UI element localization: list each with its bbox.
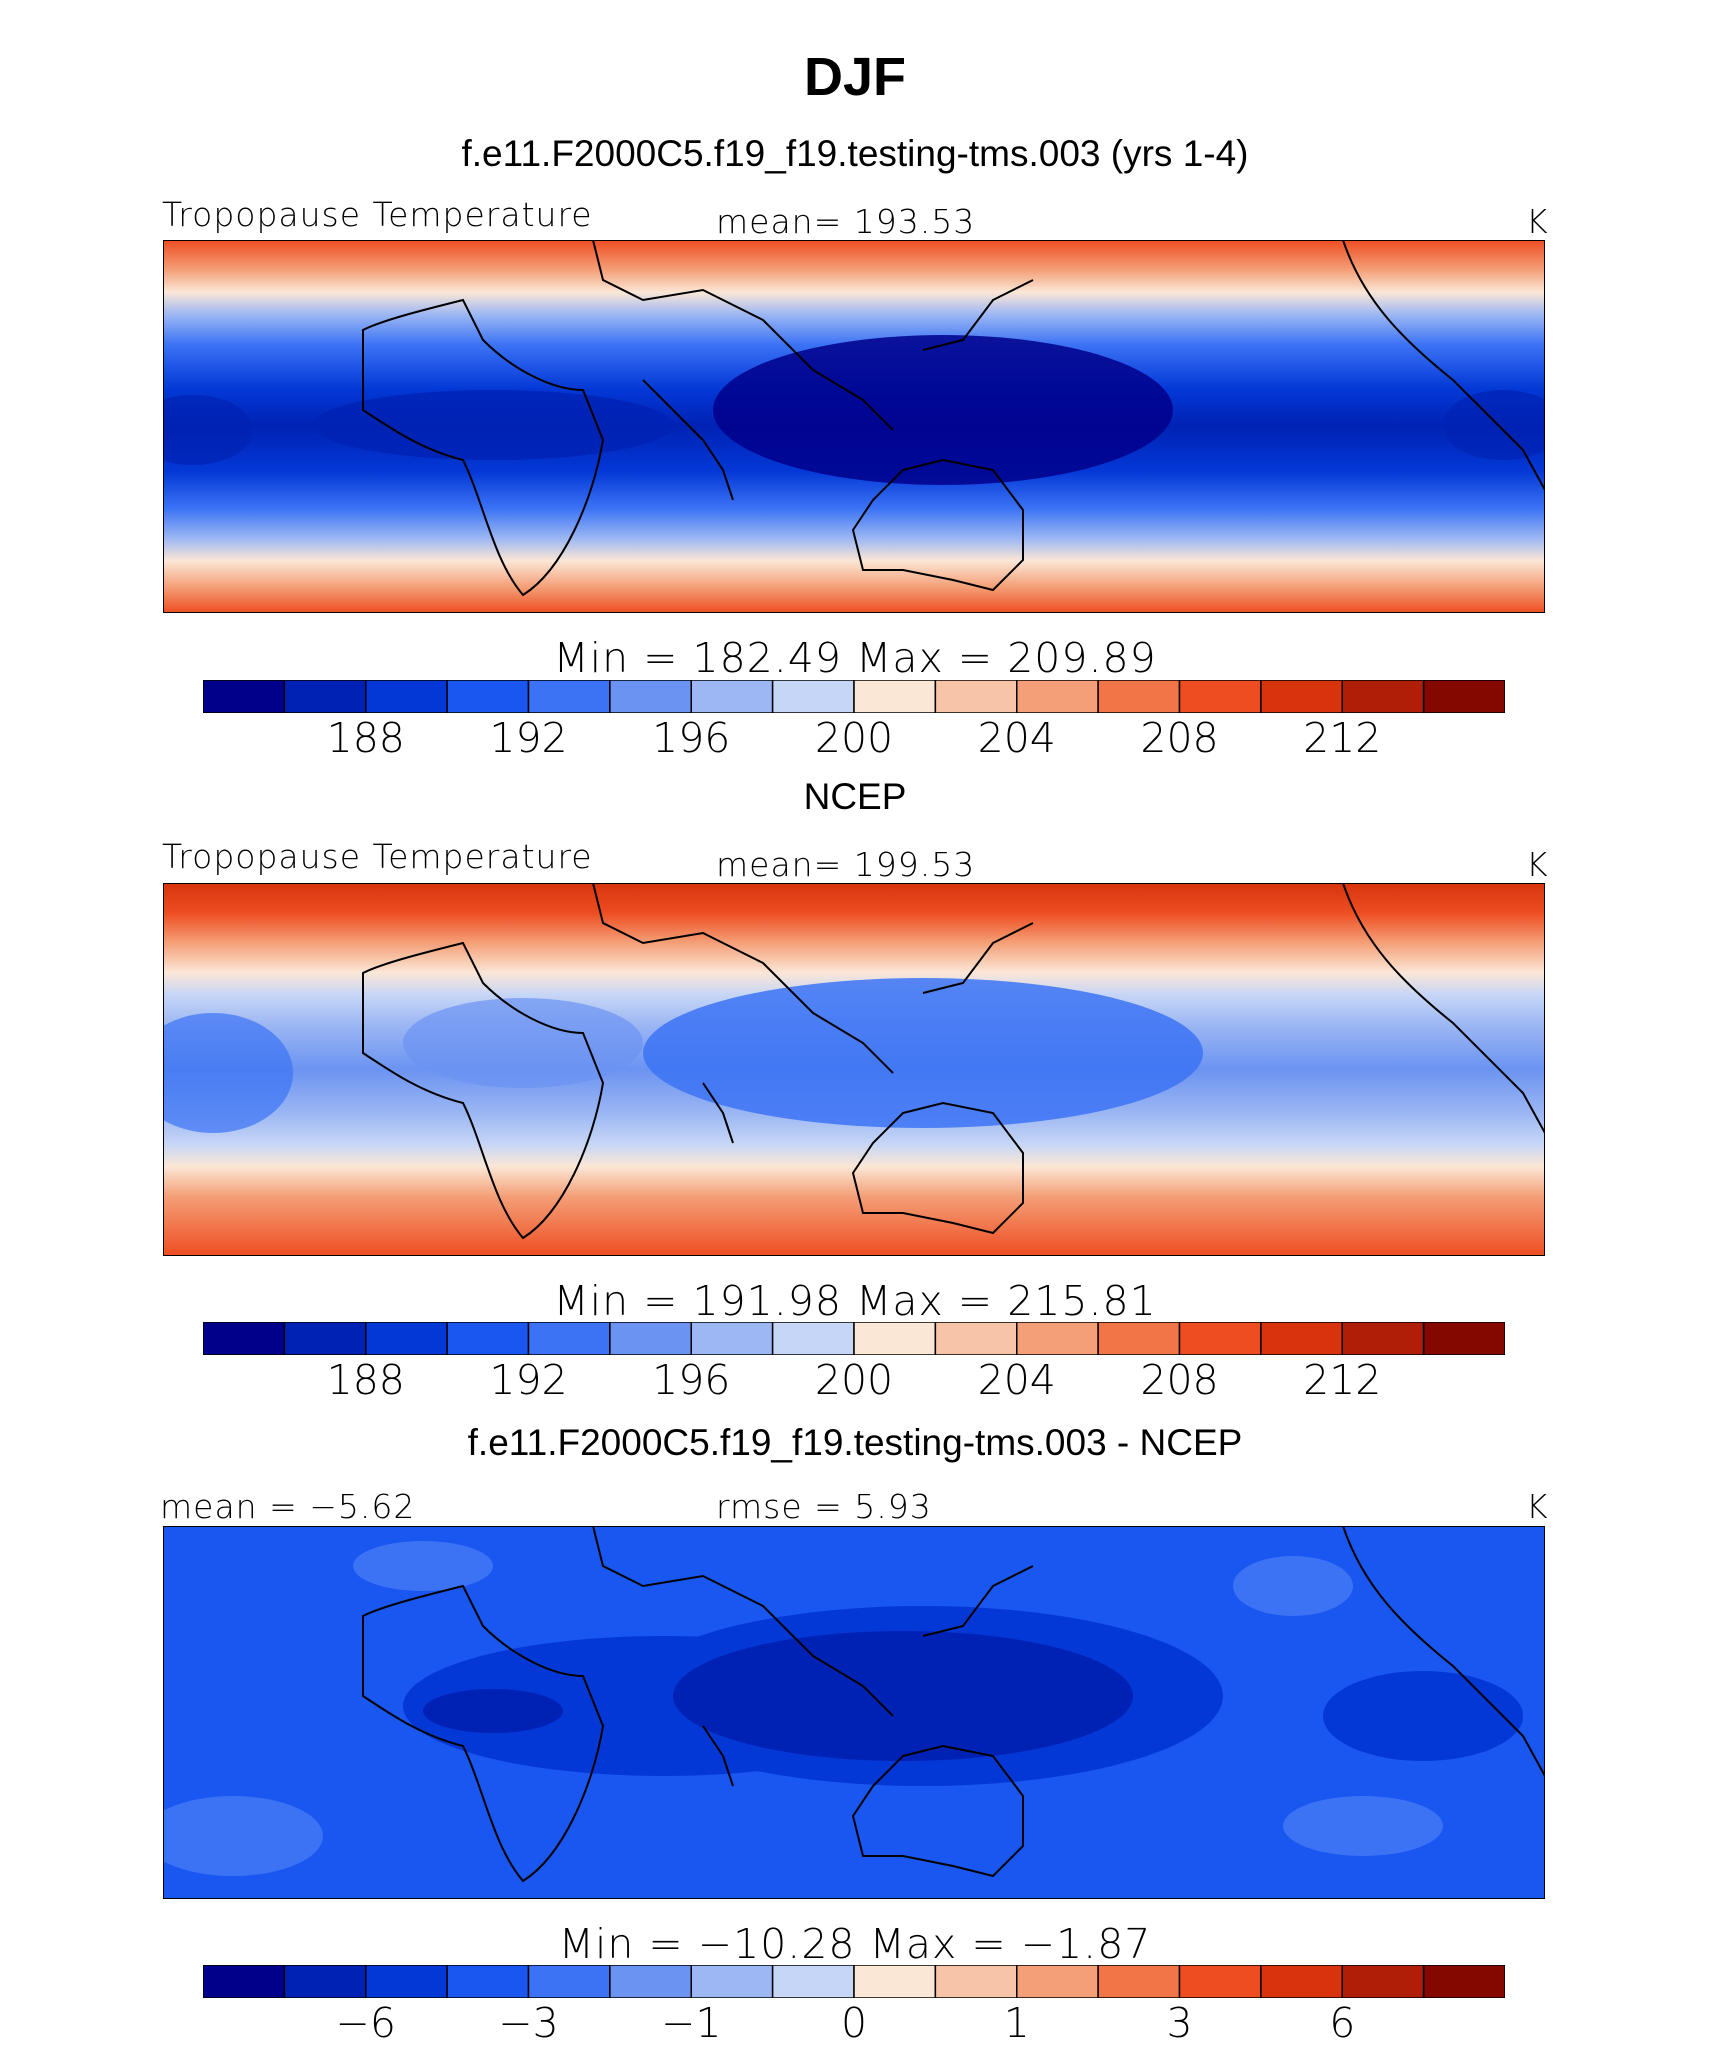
colorbar-box	[1097, 1965, 1181, 1998]
colorbar-tick-label: 1	[1003, 1999, 1030, 2047]
colorbar-box	[1260, 680, 1344, 713]
colorbar-tick-label: −3	[498, 1999, 559, 2047]
panel3-minmax: Min = −10.28 Max = −1.87	[558, 1920, 1152, 1968]
colorbar-tick-label: 192	[489, 714, 568, 762]
panel1-mean-label: mean= 193.53	[716, 202, 976, 241]
colorbar-box	[446, 680, 530, 713]
panel1-colorbar-ticks: 188 192 196 200 204 208 212	[203, 718, 1505, 764]
colorbar-box	[853, 1965, 937, 1998]
panel3-mean-label: mean = −5.62	[160, 1487, 416, 1526]
colorbar-tick-label: 204	[977, 1356, 1056, 1404]
panel2-map	[163, 883, 1545, 1256]
panel2-minmax: Min = 191.98 Max = 215.81	[553, 1277, 1157, 1325]
colorbar-box	[1016, 1965, 1099, 1998]
colorbar-box	[283, 680, 367, 713]
colorbar-box	[283, 1965, 367, 1998]
colorbar-tick-label: 196	[652, 1356, 731, 1404]
colorbar-tick-label: 6	[1329, 1999, 1356, 2047]
colorbar-box	[1422, 1322, 1505, 1355]
colorbar-box	[1341, 1965, 1425, 1998]
colorbar-box	[527, 680, 611, 713]
colorbar-box	[1178, 1965, 1262, 1998]
panel1-units-label: K	[1526, 202, 1549, 241]
colorbar-box	[365, 1322, 448, 1355]
colorbar-box	[853, 680, 937, 713]
colorbar-box	[934, 1965, 1018, 1998]
colorbar-tick-label: 0	[840, 1999, 868, 2047]
panel3-colorbar-ticks: −6 −3 −1 0 1 3 6	[203, 2003, 1505, 2049]
colorbar-box	[609, 680, 693, 713]
colorbar-tick-label: 200	[814, 714, 894, 762]
panel2-colorbar-ticks: 188 192 196 200 204 208 212	[203, 1360, 1505, 1406]
panel3-map	[163, 1526, 1545, 1899]
colorbar-box	[446, 1322, 530, 1355]
colorbar-tick-label: 3	[1166, 1999, 1193, 2047]
colorbar-tick-label: 188	[326, 714, 405, 762]
colorbar-box	[1097, 1322, 1181, 1355]
colorbar-box	[609, 1965, 693, 1998]
panel2-title: NCEP	[803, 776, 907, 817]
colorbar-box	[853, 1322, 937, 1355]
panel3-units-label: K	[1526, 1487, 1549, 1526]
colorbar-box	[1178, 1322, 1262, 1355]
colorbar-box	[527, 1965, 611, 1998]
colorbar-box	[771, 680, 855, 713]
panel2-colorbar	[203, 1322, 1505, 1355]
colorbar-box	[690, 1965, 774, 1998]
colorbar-box	[365, 680, 448, 713]
colorbar-box	[934, 1322, 1018, 1355]
colorbar-box	[1260, 1965, 1344, 1998]
colorbar-box	[1341, 1322, 1425, 1355]
colorbar-box	[1178, 680, 1262, 713]
colorbar-box	[203, 1965, 286, 1998]
colorbar-box	[446, 1965, 530, 1998]
colorbar-box	[771, 1322, 855, 1355]
panel1-minmax: Min = 182.49 Max = 209.89	[553, 634, 1157, 682]
panel3-title: f.e11.F2000C5.f19_f19.testing-tms.003 - …	[467, 1422, 1243, 1463]
colorbar-box	[690, 1322, 774, 1355]
panel1-colorbar	[203, 680, 1505, 713]
colorbar-box	[771, 1965, 855, 1998]
colorbar-tick-label: 212	[1303, 1356, 1382, 1404]
colorbar-box	[527, 1322, 611, 1355]
colorbar-box	[1422, 1965, 1505, 1998]
panel2-variable-label: Tropopause Temperature	[162, 837, 593, 876]
colorbar-box	[203, 1322, 286, 1355]
panel2-units-label: K	[1526, 845, 1549, 884]
colorbar-tick-label: 208	[1140, 714, 1219, 762]
colorbar-tick-label: 204	[977, 714, 1056, 762]
colorbar-tick-label: 192	[489, 1356, 568, 1404]
colorbar-tick-label: 208	[1140, 1356, 1219, 1404]
panel3-rmse-label: rmse = 5.93	[716, 1487, 932, 1526]
colorbar-box	[1422, 680, 1505, 713]
figure-title: DJF	[803, 47, 906, 107]
colorbar-box	[283, 1322, 367, 1355]
colorbar-box	[1016, 1322, 1099, 1355]
panel1-title: f.e11.F2000C5.f19_f19.testing-tms.003 (y…	[461, 133, 1249, 174]
colorbar-tick-label: −1	[661, 1999, 722, 2047]
colorbar-box	[609, 1322, 693, 1355]
colorbar-box	[1097, 680, 1181, 713]
colorbar-tick-label: 212	[1303, 714, 1382, 762]
colorbar-box	[365, 1965, 448, 1998]
colorbar-tick-label: 200	[814, 1356, 894, 1404]
colorbar-box	[1341, 680, 1425, 713]
colorbar-box	[1260, 1322, 1344, 1355]
colorbar-box	[690, 680, 774, 713]
colorbar-box	[203, 680, 286, 713]
panel3-colorbar	[203, 1965, 1505, 1998]
colorbar-tick-label: 196	[652, 714, 731, 762]
panel1-map	[163, 240, 1545, 613]
colorbar-tick-label: 188	[326, 1356, 405, 1404]
colorbar-box	[1016, 680, 1099, 713]
colorbar-box	[934, 680, 1018, 713]
colorbar-tick-label: −6	[335, 1999, 396, 2047]
panel1-variable-label: Tropopause Temperature	[162, 195, 593, 234]
panel2-mean-label: mean= 199.53	[716, 845, 976, 884]
